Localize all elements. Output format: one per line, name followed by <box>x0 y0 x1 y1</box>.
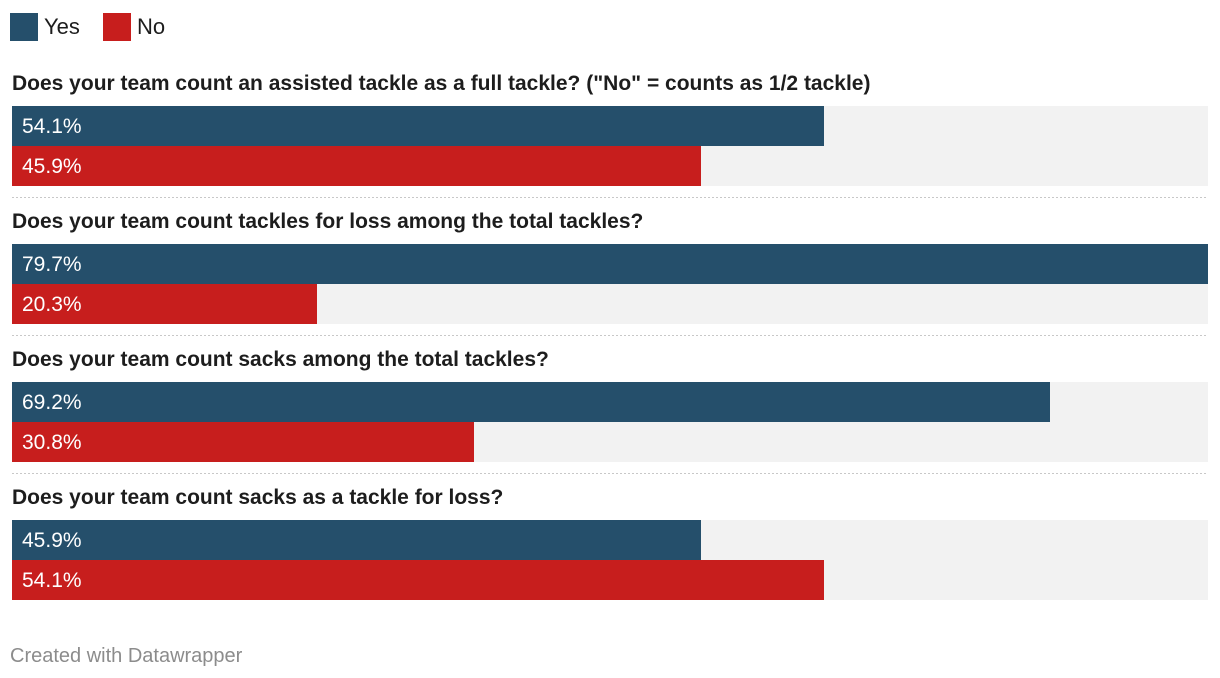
legend-label-no: No <box>137 14 165 39</box>
bar-yes <box>12 382 1050 422</box>
question-group-4: Does your team count sacks as a tackle f… <box>12 486 1208 600</box>
bar-no <box>12 422 474 462</box>
legend-label-yes: Yes <box>44 14 80 39</box>
question-label: Does your team count an assisted tackle … <box>12 72 870 95</box>
question-group-3: Does your team count sacks among the tot… <box>12 348 1208 474</box>
legend: Yes No <box>10 13 165 41</box>
footer-credit: Created with Datawrapper <box>10 645 243 667</box>
question-label: Does your team count sacks as a tackle f… <box>12 486 503 509</box>
bar-value-label: 69.2% <box>22 391 82 414</box>
bar-value-label: 54.1% <box>22 569 82 592</box>
bar-yes <box>12 106 824 146</box>
question-label: Does your team count tackles for loss am… <box>12 210 643 233</box>
legend-swatch-no <box>103 13 131 41</box>
bar-no <box>12 284 317 324</box>
bar-no <box>12 560 824 600</box>
bar-no <box>12 146 701 186</box>
chart-groups: Does your team count an assisted tackle … <box>12 72 1208 600</box>
bar-value-label: 30.8% <box>22 431 82 454</box>
legend-swatch-yes <box>10 13 38 41</box>
bar-value-label: 79.7% <box>22 253 82 276</box>
bar-value-label: 45.9% <box>22 529 82 552</box>
bar-yes <box>12 244 1208 284</box>
bar-value-label: 20.3% <box>22 293 82 316</box>
question-group-1: Does your team count an assisted tackle … <box>12 72 1208 198</box>
question-group-2: Does your team count tackles for loss am… <box>12 210 1208 336</box>
bar-yes <box>12 520 701 560</box>
question-label: Does your team count sacks among the tot… <box>12 348 549 371</box>
bar-value-label: 45.9% <box>22 155 82 178</box>
bar-value-label: 54.1% <box>22 115 82 138</box>
